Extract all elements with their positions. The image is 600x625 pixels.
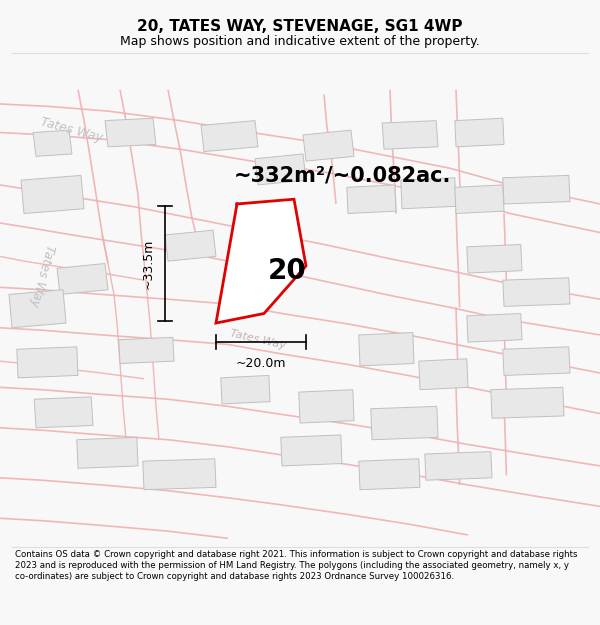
Polygon shape	[303, 130, 354, 161]
Polygon shape	[9, 290, 66, 328]
Polygon shape	[221, 376, 270, 404]
Polygon shape	[455, 185, 504, 214]
Polygon shape	[255, 154, 306, 185]
Text: ~20.0m: ~20.0m	[236, 357, 286, 370]
Polygon shape	[105, 118, 156, 147]
Text: ~33.5m: ~33.5m	[142, 238, 155, 289]
Polygon shape	[34, 397, 93, 428]
Polygon shape	[371, 406, 438, 440]
Polygon shape	[33, 130, 72, 156]
Text: Tates Way: Tates Way	[28, 243, 56, 308]
Text: 20, TATES WAY, STEVENAGE, SG1 4WP: 20, TATES WAY, STEVENAGE, SG1 4WP	[137, 19, 463, 34]
Polygon shape	[359, 332, 414, 366]
Polygon shape	[503, 278, 570, 306]
Polygon shape	[467, 314, 522, 342]
Polygon shape	[165, 230, 216, 261]
Polygon shape	[119, 338, 174, 364]
Polygon shape	[77, 438, 138, 468]
Polygon shape	[347, 185, 396, 214]
Polygon shape	[281, 435, 342, 466]
Polygon shape	[17, 347, 78, 378]
Polygon shape	[21, 176, 84, 214]
Text: 20: 20	[268, 257, 307, 284]
Polygon shape	[359, 459, 420, 490]
Polygon shape	[425, 452, 492, 480]
Text: Contains OS data © Crown copyright and database right 2021. This information is : Contains OS data © Crown copyright and d…	[15, 549, 577, 581]
Polygon shape	[57, 264, 108, 294]
Polygon shape	[216, 199, 306, 323]
Polygon shape	[401, 177, 456, 209]
Polygon shape	[455, 118, 504, 147]
Polygon shape	[503, 347, 570, 376]
Polygon shape	[503, 176, 570, 204]
Polygon shape	[467, 244, 522, 273]
Text: Tates Way: Tates Way	[229, 328, 287, 351]
Text: ~332m²/~0.082ac.: ~332m²/~0.082ac.	[233, 166, 451, 186]
Polygon shape	[299, 390, 354, 423]
Text: Map shows position and indicative extent of the property.: Map shows position and indicative extent…	[120, 35, 480, 48]
Text: Tates Way: Tates Way	[40, 116, 104, 145]
Polygon shape	[382, 121, 438, 149]
Polygon shape	[201, 121, 258, 152]
Polygon shape	[143, 459, 216, 490]
Polygon shape	[419, 359, 468, 390]
Polygon shape	[491, 388, 564, 418]
